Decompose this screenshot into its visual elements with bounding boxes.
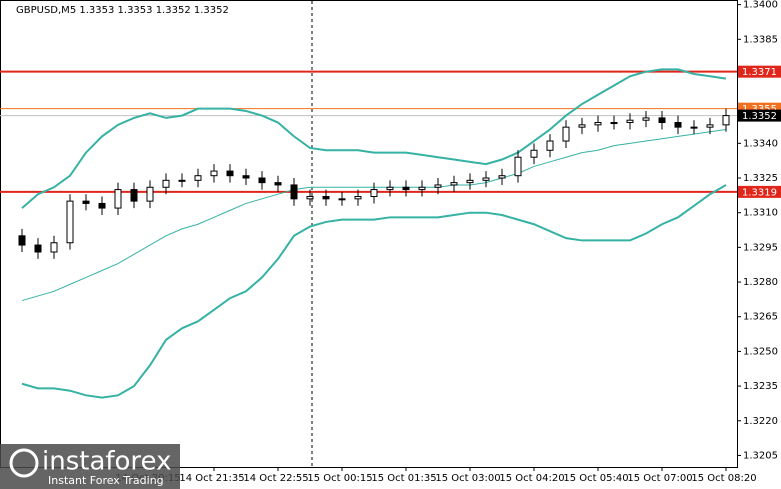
candle-body [626, 119, 634, 124]
level-label: 1.3352 [742, 111, 777, 122]
level-label: 1.3319 [742, 187, 777, 198]
candle-body [66, 200, 74, 244]
y-tick-label: 1.3385 [743, 34, 778, 45]
candle-body [722, 115, 730, 126]
candle-body [434, 184, 442, 188]
candle-body [146, 186, 154, 202]
candle-body [514, 156, 522, 177]
candle-body [226, 170, 234, 177]
plot-frame [0, 0, 738, 468]
chart-title: GBPUSD,M5 1.3353 1.3353 1.3352 1.3352 [16, 5, 229, 16]
x-tick-label: 15 Oct 08:20 [691, 473, 756, 484]
watermark-tagline: Instant Forex Trading [48, 474, 164, 487]
x-tick-label: 15 Oct 05:40 [563, 473, 628, 484]
watermark-brand: instaforex [42, 447, 171, 477]
y-tick-label: 1.3235 [743, 381, 778, 392]
y-tick-label: 1.3400 [743, 0, 778, 11]
y-tick-label: 1.3280 [743, 277, 778, 288]
x-tick-label: 15 Oct 04:20 [499, 473, 564, 484]
candle-body [274, 182, 282, 186]
candle-body [98, 202, 106, 209]
y-tick-label: 1.3310 [743, 208, 778, 219]
candle-body [610, 122, 618, 125]
candle-body [162, 179, 170, 188]
band-line [21, 68, 727, 209]
y-tick-label: 1.3325 [743, 173, 778, 184]
y-tick-label: 1.3265 [743, 312, 778, 323]
level-label-box [738, 109, 781, 122]
candle-body [322, 196, 330, 200]
level-label-box [738, 65, 781, 78]
candle-body [706, 124, 714, 128]
candle-body [306, 196, 314, 200]
band-line [21, 184, 727, 399]
candle-body [338, 198, 346, 201]
candle-body [370, 189, 378, 198]
y-tick-label: 1.3220 [743, 416, 778, 427]
y-tick-label: 1.3205 [743, 450, 778, 461]
marks [0, 68, 737, 399]
candle-body [50, 242, 58, 253]
watermark-icon [9, 448, 39, 478]
x-tick-label: 15 Oct 00:15 [307, 473, 372, 484]
x-tick-label: 14 Oct 21:35 [179, 473, 244, 484]
candle-body [546, 140, 554, 151]
candle-body [578, 124, 586, 128]
candle-body [482, 177, 490, 181]
candle-body [354, 196, 362, 200]
candle-body [194, 175, 202, 181]
x-tick-label: 15 Oct 01:35 [371, 473, 436, 484]
candle-body [258, 177, 266, 184]
x-tick-label: 14 Oct 22:55 [243, 473, 308, 484]
level-label-box [738, 185, 781, 198]
candle-body [594, 122, 602, 126]
candle-body [386, 186, 394, 191]
candle-body [658, 117, 666, 124]
candle-body [210, 170, 218, 177]
candle-body [34, 244, 42, 253]
y-tick-label: 1.3340 [743, 138, 778, 149]
x-tick-label: 15 Oct 07:00 [627, 473, 692, 484]
watermark: instaforex Instant Forex Trading [0, 444, 180, 489]
x-tick-label: 15 Oct 03:00 [435, 473, 500, 484]
candle-body [242, 175, 250, 179]
candle-body [130, 189, 138, 202]
candle-body [178, 179, 186, 182]
axis: 1.34001.33851.33701.33551.33401.33251.33… [115, 0, 781, 484]
candle-body [290, 184, 298, 200]
level-label: 1.3371 [742, 67, 777, 78]
candle-body [18, 235, 26, 246]
y-tick-label: 1.3295 [743, 242, 778, 253]
candle-body [690, 126, 698, 129]
candle-body [674, 122, 682, 128]
candle-body [402, 186, 410, 191]
candle-body [562, 126, 570, 142]
candle-body [466, 179, 474, 184]
candle-body [530, 149, 538, 158]
candle-body [82, 200, 90, 204]
candle-body [418, 186, 426, 191]
candle-body [450, 182, 458, 186]
candle-body [114, 189, 122, 209]
y-tick-label: 1.3250 [743, 346, 778, 357]
candle-body [642, 117, 650, 121]
candle-body [498, 175, 506, 179]
